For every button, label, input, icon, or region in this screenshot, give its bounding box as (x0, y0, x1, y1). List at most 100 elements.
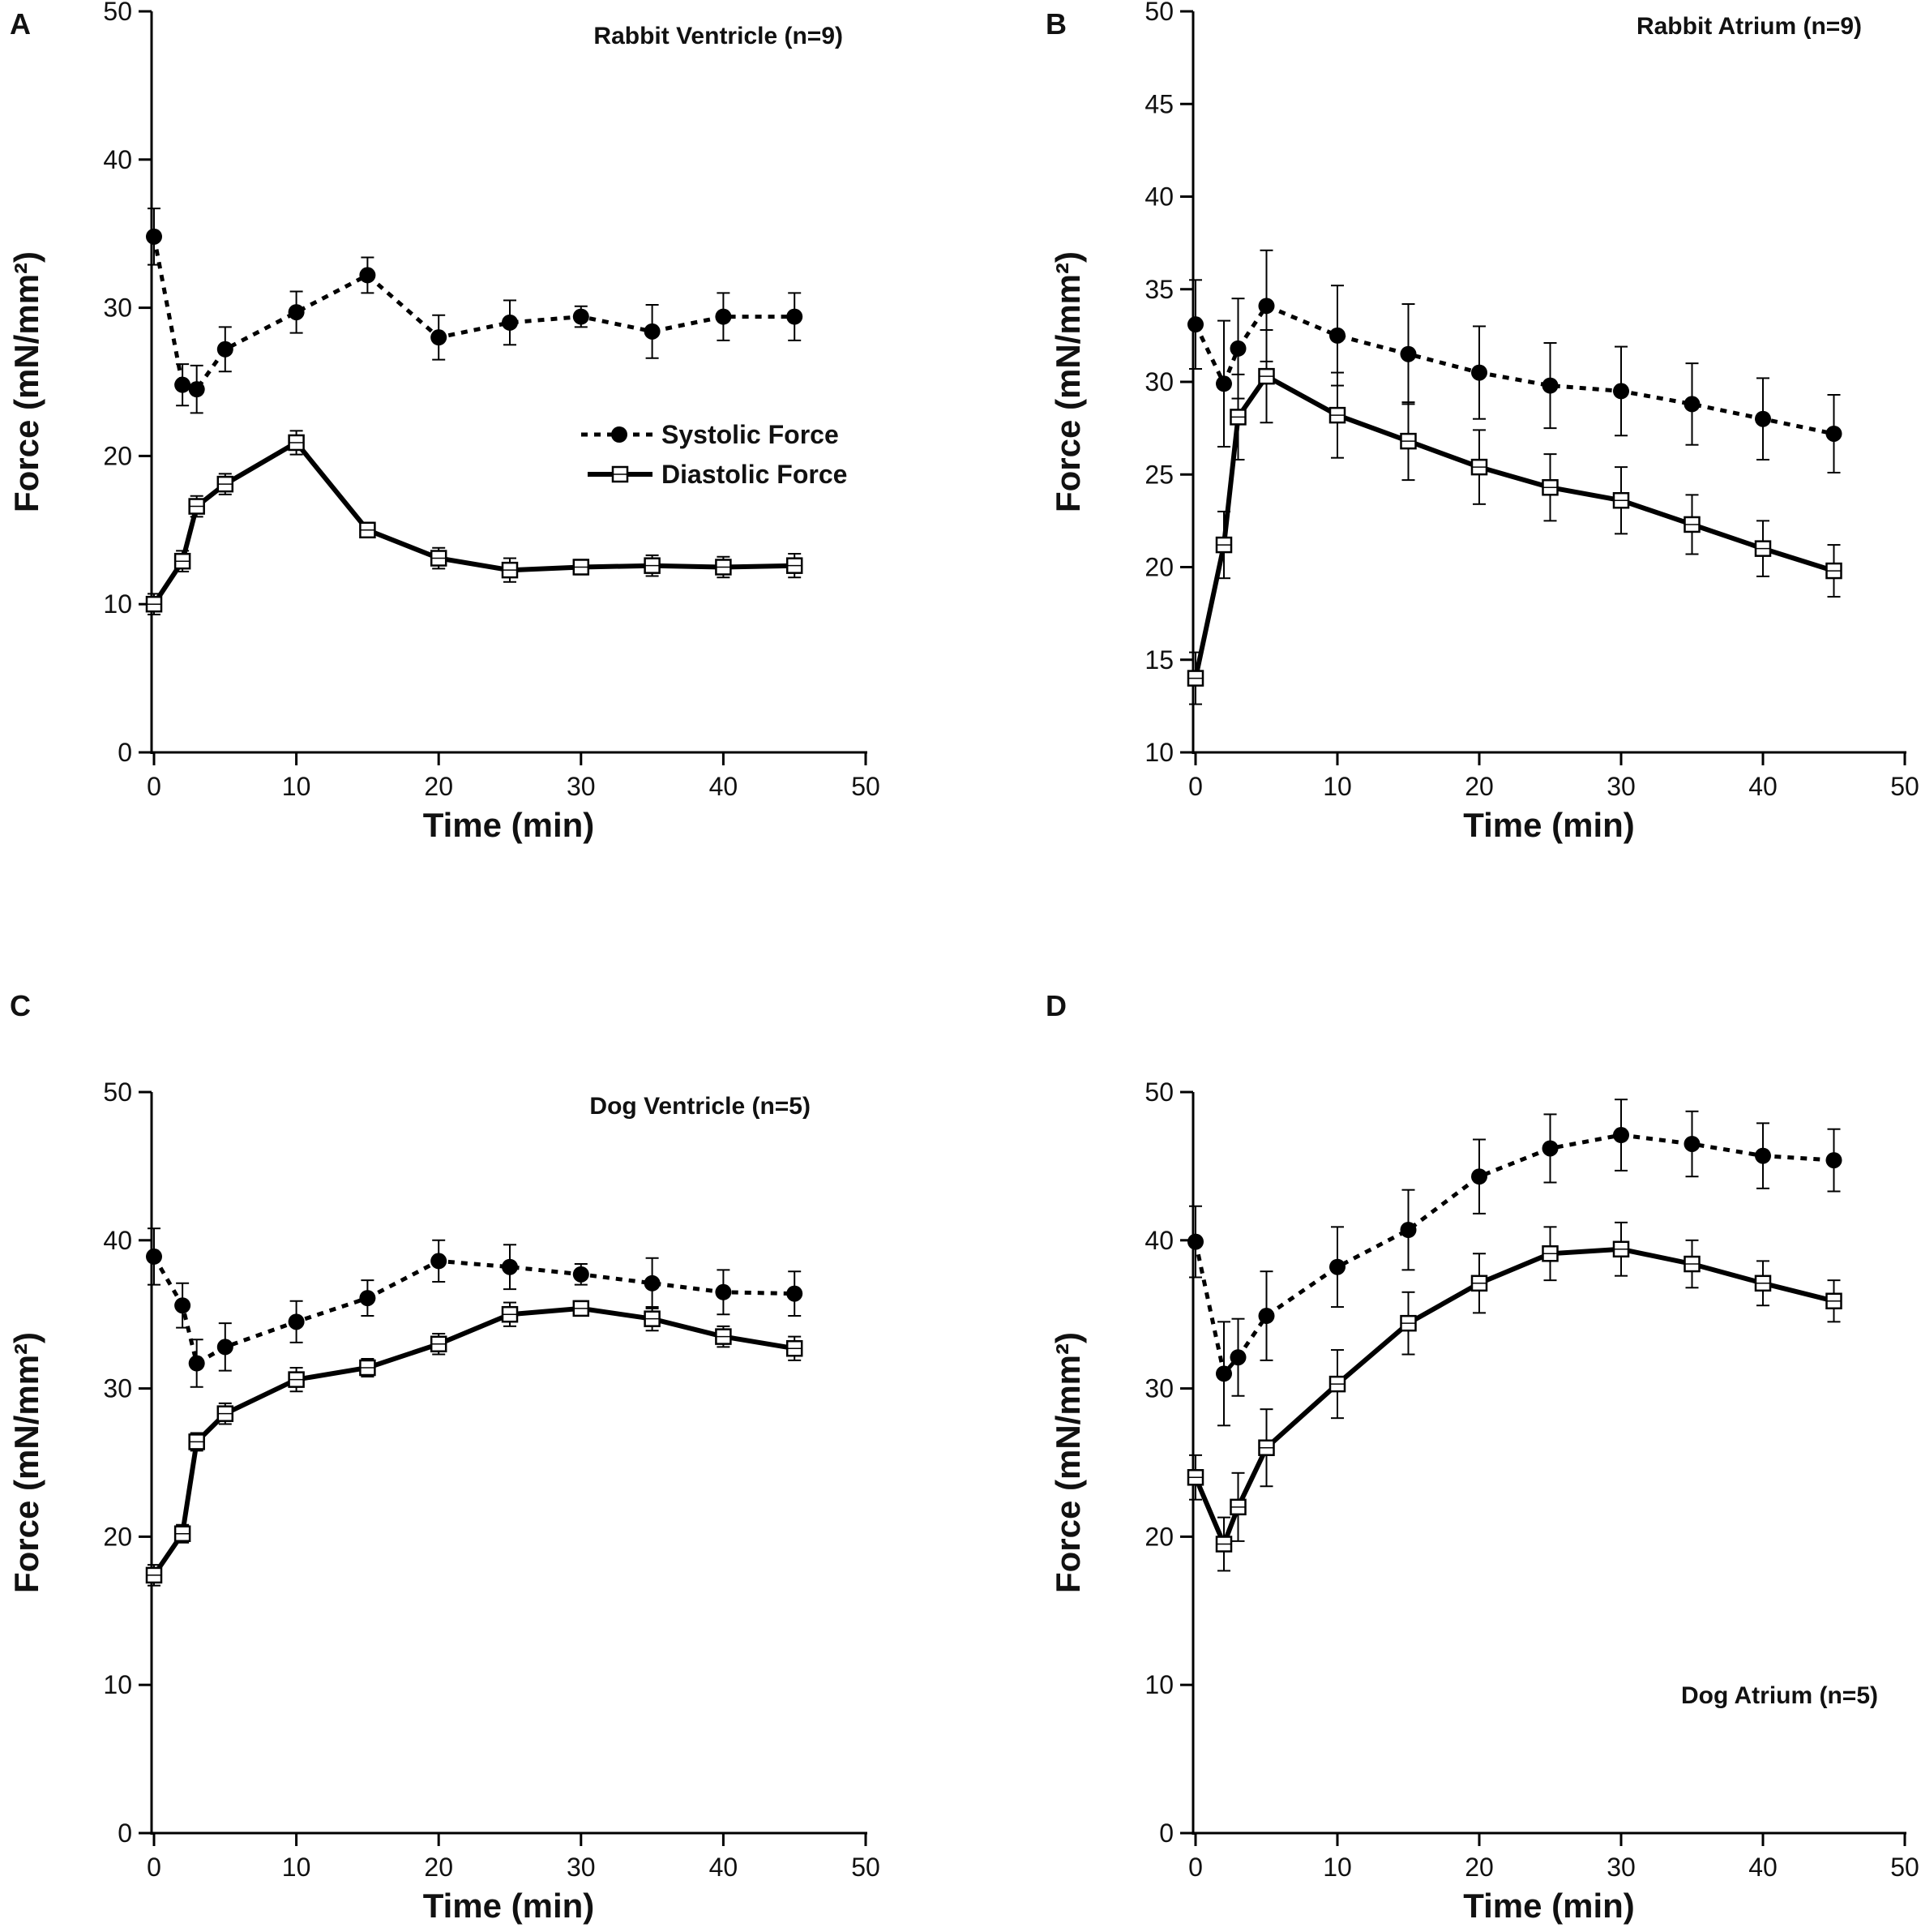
data-point (188, 1355, 205, 1372)
x-tick-label: 20 (1465, 772, 1494, 801)
x-tick-label: 10 (282, 1853, 311, 1882)
x-tick-label: 0 (147, 1853, 161, 1882)
data-point (216, 341, 233, 358)
x-axis-title: Time (min) (423, 806, 595, 844)
data-point (288, 1313, 305, 1330)
y-axis-title: Force (mN/mm²) (7, 251, 45, 512)
panel-title: Dog Atrium (n=5) (1681, 1682, 1878, 1709)
data-point (288, 304, 305, 321)
data-point (1216, 1365, 1232, 1382)
x-tick-label: 20 (424, 772, 453, 801)
y-tick-label: 20 (1144, 553, 1174, 582)
y-axis-title: Force (mN/mm²) (1049, 251, 1087, 512)
y-tick-label: 30 (103, 1374, 132, 1403)
data-point (1471, 1168, 1487, 1185)
data-point (1542, 1140, 1559, 1157)
x-tick-label: 40 (709, 772, 738, 801)
data-point (359, 1290, 376, 1307)
legend: Systolic Force Diastolic Force (581, 420, 847, 489)
x-tick-label: 10 (1323, 772, 1352, 801)
y-tick-label: 20 (103, 441, 132, 470)
y-tick-label: 40 (103, 1226, 132, 1255)
y-tick-label: 10 (103, 1670, 132, 1699)
data-point (786, 308, 803, 325)
x-tick-label: 50 (1890, 1853, 1919, 1882)
panel-letter: D (1046, 989, 1067, 1022)
data-point (715, 308, 732, 325)
data-point (786, 1285, 803, 1302)
data-point (430, 1253, 447, 1270)
series-systolic (146, 1227, 803, 1388)
legend-marker-systolic (611, 426, 627, 443)
series-line (152, 1305, 795, 1577)
y-tick-label: 20 (1144, 1522, 1174, 1551)
data-point (1825, 1152, 1842, 1169)
panel-letter: B (1046, 7, 1067, 41)
data-point (146, 1248, 162, 1265)
series-line (1193, 373, 1835, 679)
panel-letter: A (10, 7, 31, 41)
data-point (1230, 340, 1247, 357)
y-tick-label: 0 (118, 1818, 132, 1848)
panel-title: Rabbit Atrium (n=9) (1636, 13, 1862, 40)
x-tick-label: 20 (1465, 1853, 1494, 1882)
x-tick-label: 50 (851, 772, 880, 801)
x-axis-title: Time (min) (1463, 806, 1635, 844)
data-point (1258, 1308, 1275, 1325)
y-tick-label: 10 (103, 589, 132, 619)
data-point (1542, 377, 1559, 394)
data-point (1329, 1258, 1346, 1275)
series-diastolic (145, 1300, 803, 1587)
y-tick-label: 10 (1144, 1670, 1174, 1699)
series-diastolic (1187, 329, 1842, 705)
data-point (146, 228, 162, 245)
x-tick-label: 30 (567, 772, 596, 801)
data-point (644, 1274, 661, 1292)
data-point (1471, 364, 1487, 381)
data-point (1684, 396, 1701, 413)
data-point (359, 267, 376, 284)
x-tick-label: 20 (424, 1853, 453, 1882)
data-point (644, 323, 661, 340)
y-tick-label: 0 (118, 738, 132, 767)
data-point (1613, 1127, 1629, 1144)
series-line (152, 439, 795, 606)
data-point (572, 1266, 589, 1283)
data-point (1825, 425, 1842, 442)
series-line (1193, 303, 1835, 436)
series-line (152, 236, 795, 392)
data-point (1755, 1147, 1771, 1164)
chart-panel-d: 0 10 20 30 40 50 0 10 20 30 40 50 Time (min) Force (m… (1046, 989, 1919, 1925)
data-point (188, 381, 205, 398)
x-tick-label: 10 (1323, 1853, 1352, 1882)
series-line (152, 1255, 795, 1367)
x-tick-label: 50 (851, 1853, 880, 1882)
panel-title: Dog Ventricle (n=5) (589, 1093, 811, 1120)
y-tick-label: 25 (1144, 460, 1174, 489)
y-tick-label: 50 (1144, 0, 1174, 26)
y-tick-label: 50 (103, 0, 132, 26)
data-point (1613, 383, 1629, 400)
data-point (174, 1297, 191, 1314)
panel-letter: C (10, 989, 31, 1022)
y-tick-label: 50 (103, 1077, 132, 1107)
chart-panel-c: 0 10 20 30 40 50 0 10 20 30 40 50 Time (min) Force (m… (7, 989, 880, 1925)
x-tick-label: 10 (282, 772, 311, 801)
x-tick-label: 40 (1748, 772, 1778, 801)
x-tick-label: 40 (1748, 1853, 1778, 1882)
y-tick-label: 15 (1144, 645, 1174, 675)
series-systolic (1187, 1099, 1842, 1427)
y-tick-label: 20 (103, 1522, 132, 1551)
series-diastolic (1187, 1221, 1842, 1572)
x-axis-title: Time (min) (1463, 1887, 1635, 1925)
data-point (715, 1283, 732, 1300)
data-point (1230, 1349, 1247, 1366)
x-tick-label: 30 (567, 1853, 596, 1882)
data-point (1187, 316, 1204, 333)
x-axis-title: Time (min) (423, 1887, 595, 1925)
x-tick-label: 40 (709, 1853, 738, 1882)
y-tick-label: 30 (103, 293, 132, 323)
x-tick-label: 50 (1890, 772, 1919, 801)
x-tick-label: 0 (147, 772, 161, 801)
